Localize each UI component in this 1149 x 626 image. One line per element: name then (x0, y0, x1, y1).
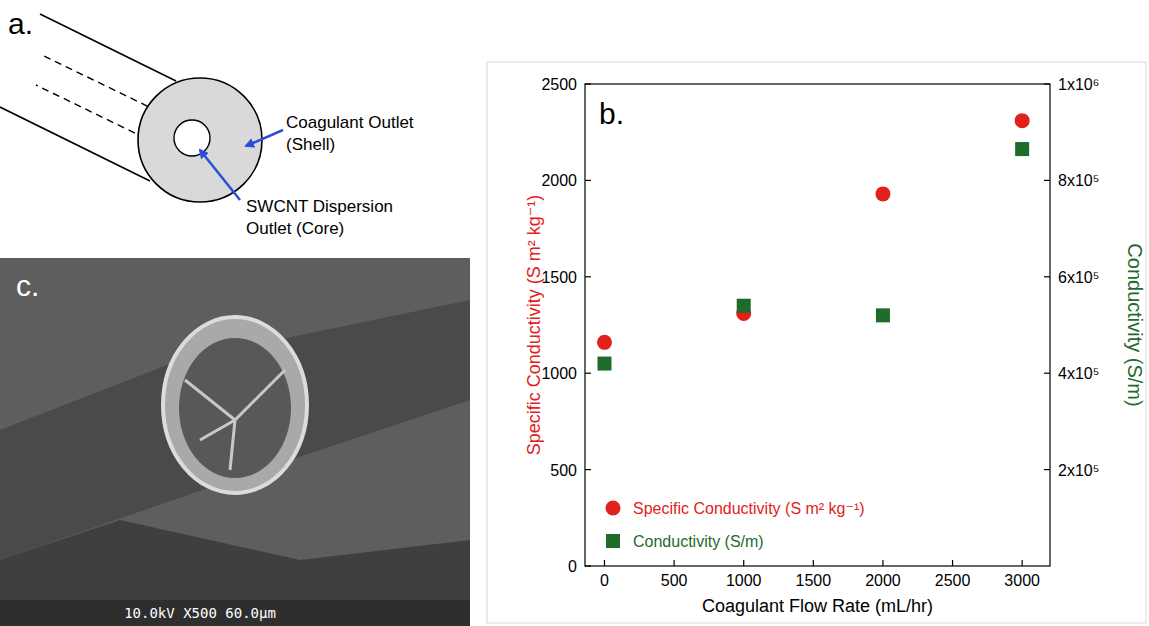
core-label: SWCNT Dispersion (246, 197, 393, 216)
sem-cross-section (163, 317, 307, 493)
tube-edge (0, 107, 150, 181)
sem-info-bar (0, 600, 470, 626)
shell-outlet (138, 78, 262, 202)
y2-axis-title: Conductivity (S/m) (1124, 243, 1146, 406)
panel-a: a. Coagulant Outlet (Shell) SWCNT Dispersio… (0, 7, 414, 238)
y-tick-label: 1500 (541, 269, 577, 286)
x-tick-label: 3000 (1004, 572, 1040, 589)
legend-label: Specific Conductivity (S m² kg⁻¹) (633, 500, 865, 517)
panel-border (487, 62, 1146, 623)
panel-letter: c. (16, 269, 39, 302)
tube-edge (40, 14, 176, 81)
legend: Specific Conductivity (S m² kg⁻¹) Conduct… (606, 500, 865, 550)
x-tick (1022, 560, 1023, 566)
y-tick (585, 373, 591, 374)
legend-marker (606, 501, 621, 516)
sem-debris (0, 520, 470, 600)
y2-tick (1044, 373, 1050, 374)
y-tick (585, 83, 591, 84)
data-point (597, 357, 611, 371)
arrow (246, 130, 283, 146)
panel-letter: b. (599, 97, 624, 130)
sem-folds (185, 370, 285, 470)
arrow (200, 150, 240, 200)
x-tick-label: 1500 (796, 572, 832, 589)
data-point (876, 308, 890, 322)
data-point (875, 186, 890, 201)
x-tick (813, 560, 814, 566)
y2-tick-label: 6x10⁵ (1058, 269, 1099, 286)
y2-tick-label: 4x10⁵ (1058, 365, 1099, 382)
x-tick-label: 2000 (865, 572, 901, 589)
x-tick (604, 560, 605, 566)
y-tick-label: 500 (550, 462, 577, 479)
marks (597, 113, 1030, 370)
x-axis-title: Coagulant Flow Rate (mL/hr) (702, 596, 933, 616)
y2-tick (1044, 180, 1050, 181)
x-tick (952, 560, 953, 566)
x-tick (674, 560, 675, 566)
x-tick (743, 560, 744, 566)
plot-frame (585, 84, 1050, 566)
y2-tick (1044, 469, 1050, 470)
x-tick (882, 560, 883, 566)
y-tick (585, 469, 591, 470)
panel-c: 10.0kV X500 60.0μm c. (0, 258, 470, 626)
sem-background (0, 258, 470, 626)
y-tick (585, 565, 591, 566)
y2-tick-label: 1x10⁶ (1058, 76, 1099, 93)
sem-info: 10.0kV X500 60.0μm (124, 605, 276, 621)
y2-tick (1044, 83, 1050, 84)
data-point (1015, 113, 1030, 128)
y-tick (585, 180, 591, 181)
panel-letter: a. (8, 7, 33, 40)
legend-marker (606, 534, 620, 548)
core-outlet (174, 120, 210, 156)
sem-fiber (0, 300, 470, 560)
y2-tick (1044, 276, 1050, 277)
x-tick-label: 0 (600, 572, 609, 589)
x-tick-label: 2500 (935, 572, 971, 589)
data-point (597, 335, 612, 350)
shell-label: (Shell) (286, 135, 335, 154)
y-axis-title: Specific Conductivity (S m² kg⁻¹) (524, 195, 544, 456)
y-tick-label: 2000 (541, 172, 577, 189)
y-tick-label: 0 (568, 558, 577, 575)
y-tick (585, 276, 591, 277)
figure: a. Coagulant Outlet (Shell) SWCNT Dispersio… (0, 0, 1149, 626)
x-tick-label: 1000 (726, 572, 762, 589)
core-label: Outlet (Core) (246, 219, 344, 238)
data-point (737, 299, 751, 313)
y-tick-label: 1000 (541, 365, 577, 382)
legend-label: Conductivity (S/m) (633, 533, 764, 550)
sem-hollow (179, 338, 291, 478)
y-tick-label: 2500 (541, 76, 577, 93)
y2-tick-label: 2x10⁵ (1058, 462, 1099, 479)
panel-b: 0 500 1000 1500 2000 2500 3000 0 500 1000 1500 2000… (487, 62, 1146, 623)
y2-tick-label: 8x10⁵ (1058, 172, 1099, 189)
x-tick-label: 500 (661, 572, 688, 589)
data-point (1015, 142, 1029, 156)
shell-label: Coagulant Outlet (286, 113, 414, 132)
